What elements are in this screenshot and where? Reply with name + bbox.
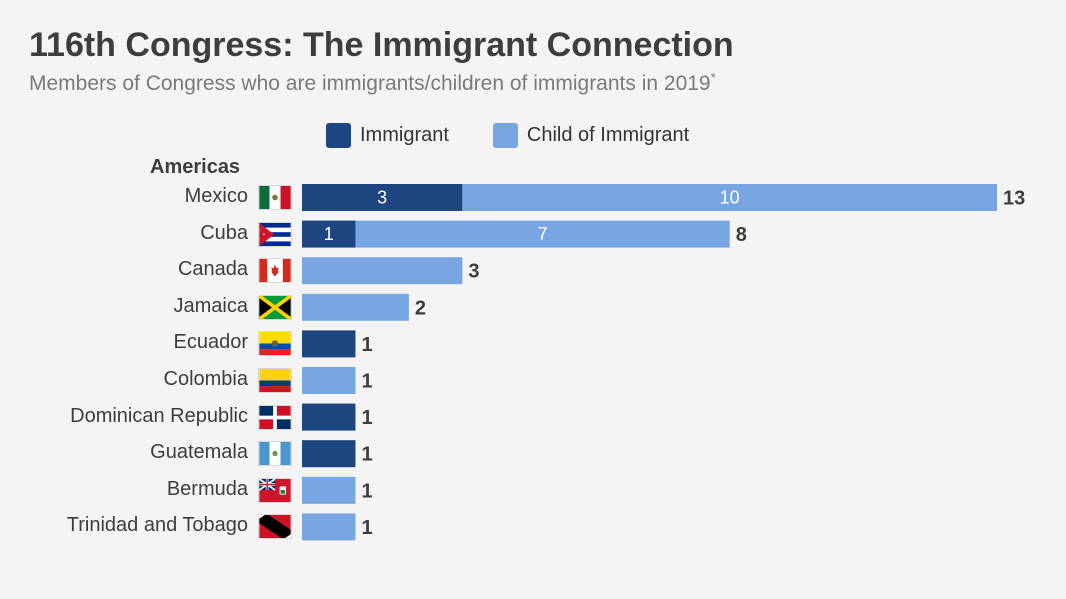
- bar-mexico-immigrant: [302, 184, 463, 211]
- jamaica-flag-icon: [258, 294, 292, 320]
- chart-legend: Immigrant Child of Immigrant: [326, 123, 733, 148]
- total-label-ecuador: 1: [361, 334, 372, 356]
- mexico-flag-icon: [258, 185, 292, 210]
- bar-cuba-immigrant: [302, 220, 356, 248]
- colombia-flag-icon: [258, 368, 292, 393]
- chart-subtitle: Members of Congress who are immigrants/c…: [29, 70, 716, 96]
- category-label-bermuda: Bermuda: [166, 477, 248, 500]
- bar-colombia-child-of-immigrant: [302, 367, 356, 394]
- legend-swatch-child-of-immigrant: [492, 123, 518, 148]
- total-label-trinidad-and-tobago: 1: [361, 517, 372, 539]
- category-label-ecuador: Ecuador: [173, 331, 249, 354]
- legend-swatch-immigrant: [326, 123, 351, 148]
- segment-label-mexico-child-of-immigrant: 10: [720, 188, 740, 208]
- legend-item-immigrant: Immigrant: [326, 123, 449, 148]
- trinidad-and-tobago-flag-icon: [258, 514, 292, 540]
- category-label-cuba: Cuba: [200, 221, 248, 244]
- cuba-flag-icon: [258, 221, 292, 247]
- bar-bermuda-child-of-immigrant: [302, 476, 356, 504]
- total-label-jamaica: 2: [415, 297, 426, 319]
- bar-trinidad-and-tobago-child-of-immigrant: [302, 513, 356, 541]
- category-label-jamaica: Jamaica: [173, 294, 248, 317]
- bar-mexico-child-of-immigrant: [462, 184, 997, 211]
- bar-jamaica-child-of-immigrant: [302, 293, 409, 321]
- segment-label-cuba-child-of-immigrant: 7: [538, 224, 548, 244]
- legend-item-child-of-immigrant: Child of Immigrant: [492, 123, 690, 148]
- total-label-guatemala: 1: [361, 444, 372, 466]
- guatemala-flag-icon: [258, 441, 292, 467]
- category-label-colombia: Colombia: [163, 368, 248, 390]
- total-label-dominican-republic: 1: [361, 407, 372, 429]
- category-label-trinidad-and-tobago: Trinidad and Tobago: [66, 514, 248, 537]
- bar-ecuador-immigrant: [302, 330, 356, 358]
- category-label-canada: Canada: [177, 258, 248, 281]
- bar-guatemala-immigrant: [302, 440, 356, 468]
- chart-title: 116th Congress: The Immigrant Connection: [29, 26, 734, 64]
- bar-canada-child-of-immigrant: [302, 257, 463, 285]
- segment-label-cuba-immigrant: 1: [324, 224, 334, 244]
- category-label-dominican-republic: Dominican Republic: [70, 404, 248, 427]
- total-label-bermuda: 1: [361, 480, 372, 502]
- total-label-canada: 3: [468, 261, 479, 283]
- dominican-republic-flag-icon: [258, 404, 292, 430]
- bar-dominican-republic-immigrant: [302, 403, 356, 431]
- bermuda-flag-icon: [258, 477, 292, 503]
- subtitle-footnote-mark: *: [710, 70, 716, 85]
- total-label-colombia: 1: [361, 371, 372, 393]
- category-label-mexico: Mexico: [184, 185, 248, 207]
- total-label-mexico: 13: [1003, 188, 1025, 210]
- segment-label-mexico-immigrant: 3: [377, 188, 387, 208]
- legend-label-immigrant: Immigrant: [360, 124, 449, 146]
- legend-label-child-of-immigrant: Child of Immigrant: [526, 124, 690, 146]
- bar-cuba-child-of-immigrant: [355, 220, 730, 248]
- total-label-cuba: 8: [736, 224, 747, 246]
- category-label-guatemala: Guatemala: [150, 441, 248, 464]
- canada-flag-icon: [258, 258, 292, 284]
- ecuador-flag-icon: [258, 331, 292, 357]
- region-label: Americas: [150, 156, 241, 178]
- subtitle-text: Members of Congress who are immigrants/c…: [29, 72, 711, 95]
